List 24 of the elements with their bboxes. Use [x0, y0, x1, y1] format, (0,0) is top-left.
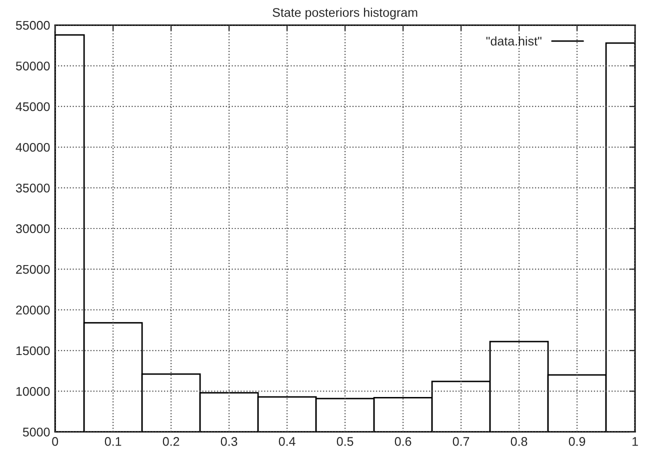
x-tick-label: 0.5: [336, 437, 354, 446]
x-tick-label: 0.9: [568, 437, 586, 446]
y-tick-label: 10000: [16, 386, 50, 396]
x-tick-label: 0.2: [162, 437, 180, 446]
y-tick-label: 30000: [16, 224, 50, 234]
legend-label: "data.hist": [486, 36, 542, 46]
y-tick-label: 5000: [22, 428, 50, 437]
y-tick-label: 35000: [16, 184, 50, 192]
y-tick-label: 15000: [16, 346, 50, 356]
x-tick-label: 0.6: [394, 437, 412, 446]
x-tick-label: 0.4: [278, 437, 296, 446]
x-tick-label: 0.8: [510, 437, 528, 446]
x-tick-label: 0: [52, 437, 58, 446]
x-tick-label: 1: [632, 437, 638, 446]
y-tick-label: 55000: [16, 20, 50, 30]
y-tick-label: 20000: [16, 306, 50, 314]
y-tick-label: 40000: [16, 142, 50, 152]
y-tick-label: 25000: [16, 264, 50, 274]
x-tick-label: 0.3: [220, 437, 238, 446]
chart-title: State posteriors histogram: [272, 8, 418, 20]
x-tick-label: 0.7: [452, 437, 470, 446]
x-tick-label: 0.1: [104, 437, 122, 446]
y-tick-label: 45000: [16, 102, 50, 112]
y-tick-label: 50000: [16, 62, 50, 70]
